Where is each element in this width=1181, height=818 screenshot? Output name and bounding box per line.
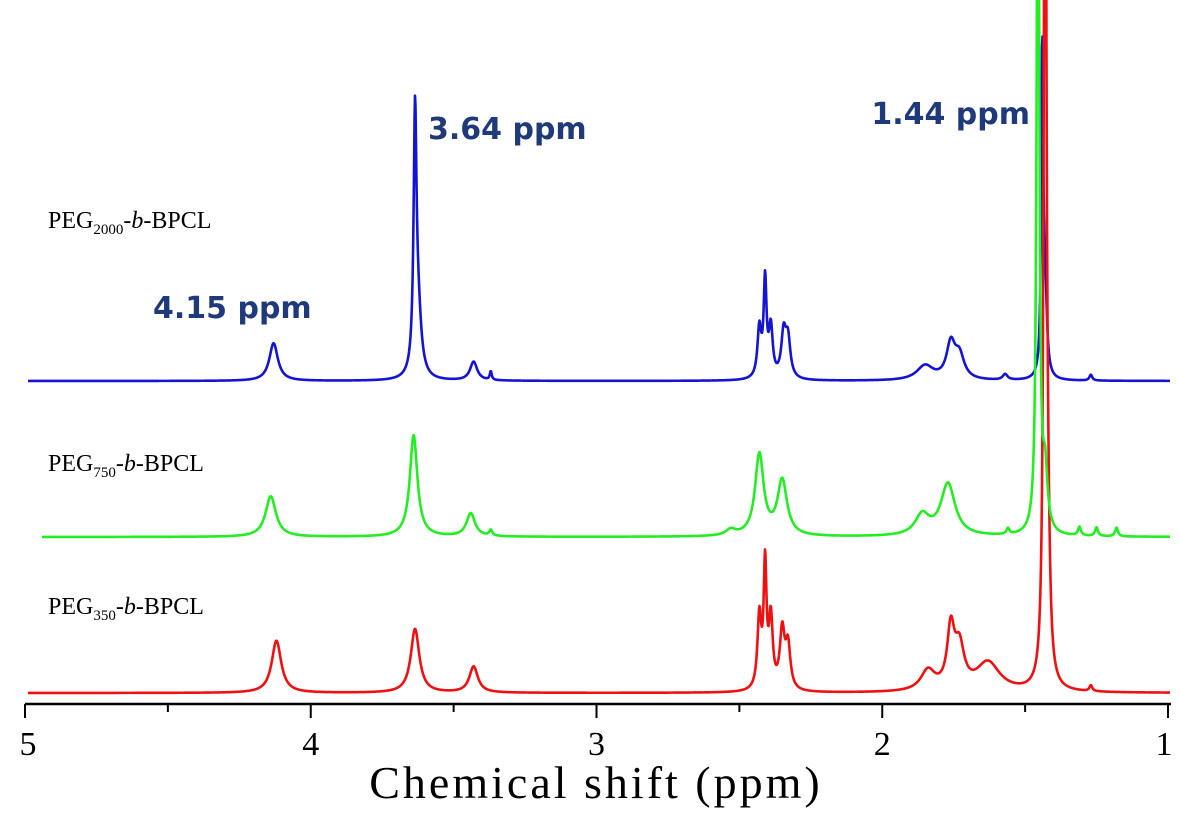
spectra-layer <box>27 0 1171 695</box>
peak-annotation-3: 1.44 ppm <box>871 97 1030 132</box>
series-label-2: PEG750-b-BPCL <box>48 451 204 481</box>
series-labels: PEG2000-b-BPCL PEG750-b-BPCL PEG350-b-BPCL <box>48 208 211 624</box>
x-axis-ticks: 5 4 3 2 1 <box>20 704 1173 763</box>
spectrum-line-3 <box>27 0 1171 695</box>
peak-annotation-2: 3.64 ppm <box>428 112 587 147</box>
series-label-3: PEG350-b-BPCL <box>48 594 204 624</box>
x-tick-label: 3 <box>588 726 605 763</box>
peak-annotation-1: 4.15 ppm <box>153 291 312 326</box>
spectrum-line-1 <box>27 35 1171 383</box>
x-tick-label: 1 <box>1156 726 1173 763</box>
x-tick-label: 5 <box>20 726 37 763</box>
x-tick-label: 4 <box>302 726 319 763</box>
x-axis-title: Chemical shift (ppm) <box>369 757 822 808</box>
x-tick-label: 2 <box>874 726 891 763</box>
spectrum-line-2 <box>41 0 1171 539</box>
series-label-1: PEG2000-b-BPCL <box>48 208 211 238</box>
peak-annotations: 4.15 ppm 3.64 ppm 1.44 ppm <box>153 97 1030 326</box>
